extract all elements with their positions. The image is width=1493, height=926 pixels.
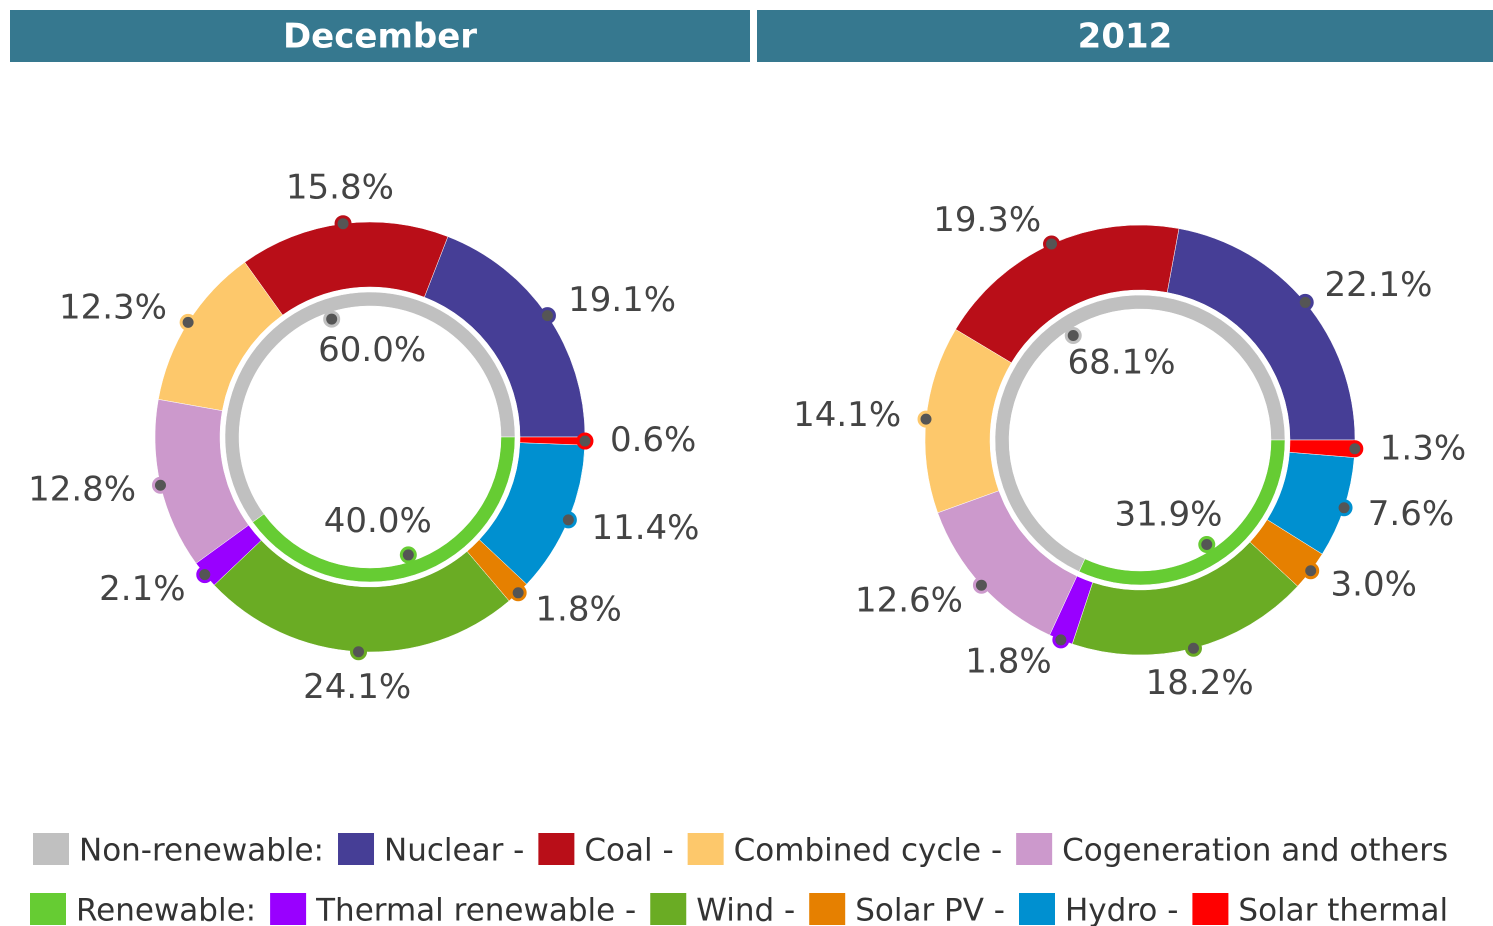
legend-label: Solar thermal bbox=[1238, 893, 1448, 926]
value-label: 40.0% bbox=[324, 501, 432, 541]
inner-segment bbox=[1078, 439, 1286, 586]
label-dot bbox=[323, 310, 341, 328]
legend-swatch bbox=[338, 833, 375, 865]
value-label: 15.8% bbox=[286, 167, 394, 207]
label-dot bbox=[1184, 639, 1202, 657]
legend-label: Wind - bbox=[696, 893, 795, 926]
legend-label: Renewable: bbox=[76, 893, 256, 926]
outer-segment bbox=[424, 236, 586, 438]
legend-swatch bbox=[33, 833, 69, 865]
value-label: 12.8% bbox=[28, 469, 136, 509]
label-dot bbox=[972, 576, 990, 594]
label-dot bbox=[1302, 562, 1320, 580]
value-label: 18.2% bbox=[1146, 663, 1254, 703]
legend-swatch bbox=[1016, 833, 1053, 865]
legend-label: Combined cycle - bbox=[734, 833, 1003, 869]
label-dot bbox=[196, 566, 214, 584]
label-dot bbox=[1346, 440, 1364, 458]
label-dot bbox=[559, 511, 577, 529]
label-dot bbox=[151, 476, 169, 494]
legend-label: Hydro - bbox=[1065, 893, 1178, 926]
value-label: 11.4% bbox=[591, 508, 699, 548]
legend-swatch bbox=[30, 893, 66, 925]
legend-label: Solar PV - bbox=[855, 893, 1005, 926]
label-dot bbox=[399, 546, 417, 564]
value-label: 2.1% bbox=[99, 569, 185, 609]
outer-segment bbox=[213, 540, 510, 653]
value-label: 19.3% bbox=[933, 200, 1041, 240]
outer-segment bbox=[1166, 228, 1356, 441]
value-label: 1.8% bbox=[535, 589, 621, 629]
label-dot bbox=[917, 410, 935, 428]
value-label: 19.1% bbox=[568, 280, 676, 320]
value-label: 60.0% bbox=[318, 330, 426, 370]
legend-swatch bbox=[1019, 893, 1055, 925]
value-label: 14.1% bbox=[793, 395, 901, 435]
legend-swatch bbox=[650, 893, 687, 925]
value-label: 24.1% bbox=[303, 667, 411, 707]
panel-header bbox=[757, 10, 1493, 62]
legend-label: Non-renewable: bbox=[79, 833, 324, 869]
value-label: 1.3% bbox=[1380, 428, 1466, 468]
value-label: 22.1% bbox=[1324, 265, 1432, 305]
panel-title: December bbox=[283, 17, 477, 57]
label-dot bbox=[538, 307, 556, 325]
value-label: 31.9% bbox=[1114, 494, 1222, 534]
value-label: 12.3% bbox=[59, 288, 167, 328]
label-dot bbox=[1043, 235, 1061, 253]
value-label: 12.6% bbox=[855, 581, 963, 621]
value-label: 0.6% bbox=[610, 420, 696, 460]
label-dot bbox=[1052, 631, 1070, 649]
label-dot bbox=[179, 313, 197, 331]
inner-segment bbox=[224, 291, 516, 523]
inner-segment bbox=[994, 294, 1286, 572]
label-dot bbox=[350, 643, 368, 661]
legend-swatch bbox=[809, 893, 846, 925]
label-dot bbox=[334, 215, 352, 233]
legend-label: Thermal renewable - bbox=[315, 893, 636, 926]
legend-label: Nuclear - bbox=[384, 833, 524, 869]
label-dot bbox=[1335, 499, 1353, 517]
value-label: 1.8% bbox=[965, 642, 1051, 682]
legend-swatch bbox=[1192, 893, 1229, 925]
panel-header bbox=[10, 10, 750, 62]
legend-label: Cogeneration and others bbox=[1062, 833, 1448, 869]
label-dot bbox=[1296, 293, 1314, 311]
legend-swatch bbox=[687, 833, 724, 865]
label-dot bbox=[509, 584, 527, 602]
label-dot bbox=[1064, 327, 1082, 345]
label-dot bbox=[1198, 535, 1216, 553]
value-label: 3.0% bbox=[1331, 564, 1417, 604]
value-label: 68.1% bbox=[1068, 343, 1176, 383]
legend-label: Coal - bbox=[584, 833, 673, 869]
inner-segment bbox=[252, 436, 516, 583]
outer-segment bbox=[1071, 541, 1299, 656]
legend-swatch bbox=[538, 833, 575, 865]
outer-segment bbox=[955, 224, 1180, 364]
legend-swatch bbox=[270, 893, 307, 925]
value-label: 7.6% bbox=[1368, 494, 1454, 534]
panel-title: 2012 bbox=[1078, 17, 1173, 57]
label-dot bbox=[576, 432, 594, 450]
